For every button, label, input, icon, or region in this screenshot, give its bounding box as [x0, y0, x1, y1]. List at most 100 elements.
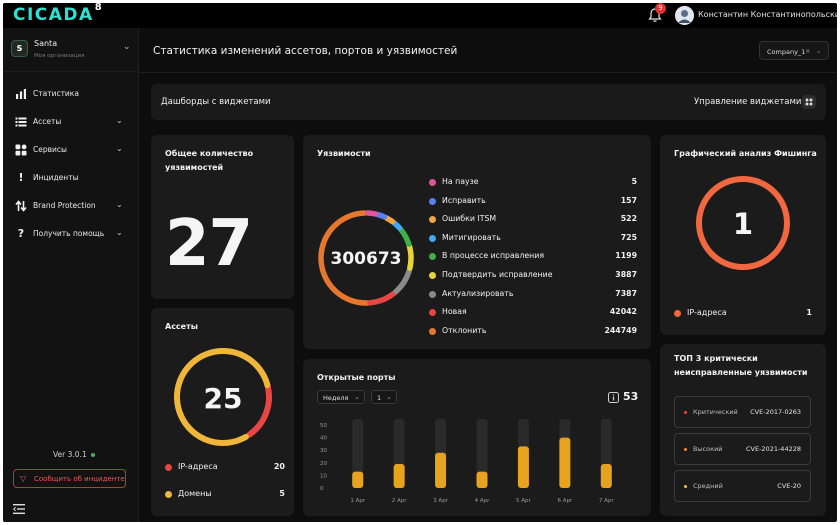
top3-card: ТОП 3 критически неисправленные уязвимос… — [660, 344, 826, 516]
sidebar-item-label: Сервисы — [33, 145, 67, 154]
list-item: Отклонить 244749 — [429, 324, 637, 342]
legend-dot — [429, 197, 436, 205]
user-name[interactable]: Константин Константинопольский — [698, 10, 837, 19]
vulns-total: 300673 — [331, 249, 402, 269]
sidebar-item-incidents[interactable]: ! Инциденты — [3, 164, 139, 192]
card-title: Общее количество уязвимостей — [165, 149, 254, 172]
sidebar-item-statistics[interactable]: Статистика — [3, 80, 139, 108]
bar[interactable] — [517, 446, 529, 488]
cicada-logo[interactable]: CICADA8 — [13, 3, 104, 25]
legend-dot — [429, 272, 436, 279]
divider — [139, 72, 837, 73]
list-item: Домены 5 — [165, 488, 285, 502]
donut-segment — [383, 215, 396, 225]
arrows-icon — [15, 200, 27, 212]
list-item: IP-адреса 1 — [674, 307, 812, 321]
y-tick-label: 40 — [320, 436, 327, 442]
bar[interactable] — [435, 452, 447, 488]
x-tick-label: 7 Apr — [599, 498, 615, 504]
report-incident-button[interactable]: ▽ Сообщить об инциденте — [13, 469, 126, 488]
bar[interactable] — [352, 471, 364, 488]
x-tick-label: 2 Apr — [392, 498, 408, 504]
donut-segment — [398, 226, 412, 247]
list-item[interactable]: Высокий CVE-2021-44228 — [674, 433, 811, 465]
ports-bar-chart: 50 40 30 20 10 0 1 Apr 2 Apr 3 Apr 4 Apr 5 Apr 6 Ap… — [320, 419, 615, 504]
avatar[interactable] — [675, 6, 694, 25]
list-icon — [15, 117, 27, 127]
chevron-down-icon: ⌄ — [354, 393, 360, 401]
y-tick-label: 50 — [320, 423, 327, 429]
y-tick-label: 0 — [320, 486, 324, 492]
vulns-card: Уязвимости 300673 На паузе 5 Исправить 157 О… — [303, 135, 651, 349]
ports-total: 53 — [623, 390, 639, 403]
legend-dot — [165, 491, 172, 498]
card-title: Уязвимости — [317, 149, 371, 158]
list-item[interactable]: Критический CVE-2017-0263 — [674, 396, 811, 428]
list-item: IP-адреса 20 — [165, 461, 285, 475]
legend-dot — [429, 327, 436, 335]
sidebar-item-label: Ассеты — [33, 117, 62, 126]
status-dot — [91, 453, 95, 457]
info-icon[interactable] — [608, 392, 619, 403]
card-title: Ассеты — [165, 322, 198, 331]
total-vulns-value: 27 — [165, 207, 253, 281]
exclamation-icon: ! — [18, 171, 24, 184]
card-title: ТОП 3 критически неисправленные уязвимос… — [674, 354, 808, 377]
sidebar-nav: Статистика Ассеты ⌄ Сервисы ⌄ ! Инцидент… — [3, 80, 139, 248]
chevron-down-icon: ⌄ — [816, 47, 822, 55]
sidebar-item-brand-protection[interactable]: Brand Protection ⌄ — [3, 192, 139, 220]
sidebar-item-assets[interactable]: Ассеты ⌄ — [3, 108, 139, 136]
widgets-grid-icon[interactable] — [802, 95, 816, 109]
notification-badge: 9 — [655, 3, 666, 14]
chevron-down-icon: ⌄ — [116, 228, 123, 237]
org-avatar: S — [11, 40, 28, 57]
bar[interactable] — [600, 464, 612, 488]
donut-segment — [364, 210, 379, 217]
severity-dot — [684, 411, 687, 414]
list-item: В процессе исправления 1199 — [429, 249, 637, 267]
chevron-down-icon: ⌄ — [123, 42, 131, 52]
org-switcher[interactable]: S Santa Моя организация ⌄ — [3, 28, 139, 72]
list-item: На паузе 5 — [429, 175, 637, 193]
collapse-sidebar-icon[interactable] — [13, 504, 25, 514]
bar[interactable] — [476, 471, 488, 488]
card-title: Графический анализ Фишинга — [674, 149, 817, 158]
period-select[interactable]: Неделя ⌄ — [317, 390, 365, 404]
sidebar-item-services[interactable]: Сервисы ⌄ — [3, 136, 139, 164]
legend-dot — [429, 290, 436, 298]
legend-dot — [429, 309, 436, 317]
open-ports-card: Открытые порты Неделя ⌄ 1 ⌄ 53 50 40 30 20 1… — [303, 359, 651, 516]
sidebar-item-label: Brand Protection — [33, 201, 96, 210]
dashboard-title: Дашборды с виджетами — [161, 97, 271, 107]
bar[interactable] — [559, 437, 571, 488]
list-item: Новая 42042 — [429, 305, 637, 323]
list-item: Митигировать 725 — [429, 231, 637, 249]
app-window: CICADA8 9 Константин Константинопольский… — [3, 3, 837, 522]
donut-segment — [393, 267, 413, 295]
week-select[interactable]: 1 ⌄ — [371, 390, 397, 404]
severity-dot — [684, 485, 687, 488]
legend-dot — [674, 310, 681, 317]
org-name: Santa — [34, 39, 58, 48]
list-item[interactable]: Средний CVE-20 — [674, 470, 811, 502]
company-select[interactable]: Company_1 × ⌄ — [759, 41, 829, 60]
page-title: Статистика изменений ассетов, портов и у… — [153, 45, 458, 57]
vulns-donut-chart: 300673 — [318, 210, 414, 306]
assets-total: 25 — [204, 382, 243, 415]
chevron-down-icon: ⌄ — [116, 200, 123, 209]
list-item: Актуализировать 7387 — [429, 287, 637, 305]
manage-widgets-button[interactable]: Управление виджетами — [694, 97, 802, 107]
version-label: Ver 3.0.1 — [53, 450, 87, 459]
legend-dot — [429, 216, 436, 224]
sidebar-item-help[interactable]: ? Получить помощь ⌄ — [3, 220, 139, 248]
donut-segment — [374, 211, 388, 220]
grid-icon — [15, 144, 27, 156]
list-item: Ошибки ITSM 522 — [429, 212, 637, 230]
chevron-down-icon: ⌄ — [116, 116, 123, 125]
bar[interactable] — [393, 464, 405, 488]
clear-icon[interactable]: × — [805, 47, 811, 55]
bar-chart-icon — [16, 89, 26, 99]
legend-dot — [429, 179, 436, 186]
x-tick-label: 3 Apr — [433, 498, 449, 504]
assets-donut-chart: 25 — [174, 348, 272, 446]
